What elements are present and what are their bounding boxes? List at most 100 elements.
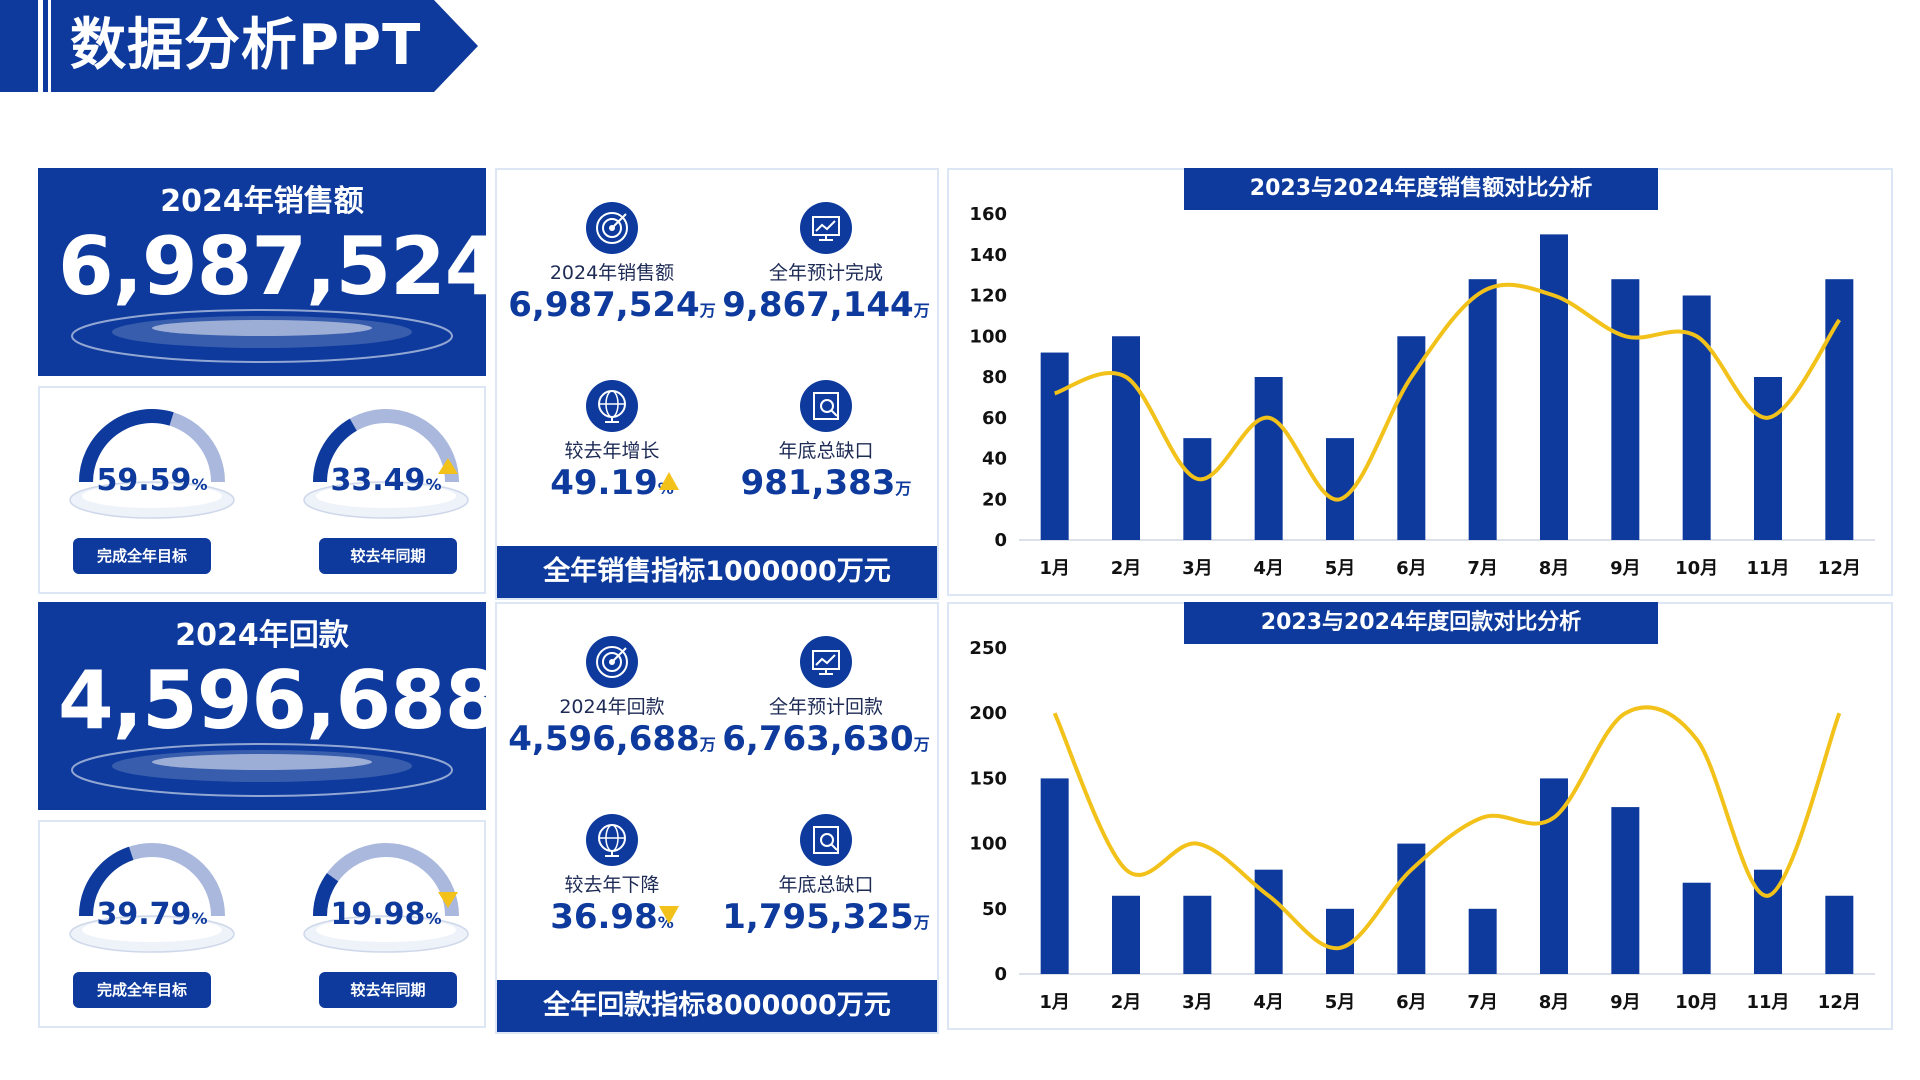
payment-kpi-value: 4,596,688万 xyxy=(58,654,486,747)
y-tick-label: 200 xyxy=(969,703,1007,724)
y-tick-label: 160 xyxy=(969,204,1007,225)
stat-value: 36.98% xyxy=(550,897,674,937)
gauge-percent: 59.59% xyxy=(97,463,208,498)
x-tick-label: 12月 xyxy=(1818,558,1861,579)
platform-glow-icon xyxy=(71,743,453,797)
globe-icon xyxy=(586,814,638,866)
x-tick-label: 3月 xyxy=(1182,992,1213,1013)
down-arrow-icon xyxy=(438,892,458,908)
x-tick-label: 4月 xyxy=(1253,558,1284,579)
payment-target-label: 完成全年目标 xyxy=(73,972,211,1008)
gauge-fill xyxy=(313,873,339,917)
bar-3月 xyxy=(1183,895,1212,974)
gauge-percent: 39.79% xyxy=(97,897,208,932)
payment-kpi-card: 2024年回款 4,596,688万 xyxy=(38,602,486,810)
bar-6月 xyxy=(1397,843,1426,974)
payment-chart: 0 50 100 150 200 250 1月 2月 3月 4月 5月 6月 7月 8月 9月 10月 11月 1… xyxy=(969,638,1875,1013)
down-arrow-icon xyxy=(659,906,679,924)
y-tick-label: 120 xyxy=(969,286,1007,307)
stat-value: 9,867,144万 xyxy=(722,285,930,325)
gauge-fill xyxy=(79,846,134,917)
globe-icon xyxy=(586,380,638,432)
stat-value: 4,596,688万 xyxy=(508,719,716,759)
x-tick-label: 5月 xyxy=(1325,558,1356,579)
gauge-payment-yoy: 19.98% xyxy=(296,836,476,986)
stat-label: 年底总缺口 xyxy=(778,440,874,462)
stat-value: 6,987,524万 xyxy=(508,285,716,325)
bar-12月 xyxy=(1825,895,1854,974)
gauge-fill xyxy=(79,409,174,483)
gauge-sales-yoy: 33.49% xyxy=(296,402,476,552)
gauge-base-top xyxy=(82,484,222,508)
bar-9月 xyxy=(1611,807,1640,974)
x-tick-label: 10月 xyxy=(1675,558,1718,579)
gauge-percent: 19.98% xyxy=(331,897,442,932)
up-arrow-icon xyxy=(438,458,458,474)
up-arrow-icon xyxy=(659,472,679,490)
bar-8月 xyxy=(1540,234,1568,540)
bar-12月 xyxy=(1825,279,1854,540)
gauge-payment-target: 39.79% xyxy=(62,836,242,986)
monitor-chart-icon xyxy=(800,202,852,254)
y-tick-label: 150 xyxy=(969,768,1007,789)
x-tick-label: 10月 xyxy=(1675,992,1718,1013)
y-tick-label: 100 xyxy=(969,326,1007,347)
x-tick-label: 6月 xyxy=(1396,558,1427,579)
stat-sales-gap: 年底总缺口 981,383万 xyxy=(721,380,931,503)
stat-label: 2024年回款 xyxy=(559,696,665,718)
stat-payment-decline: 较去年下降 36.98% xyxy=(507,814,717,937)
bar-2月 xyxy=(1112,895,1140,974)
stat-label: 年底总缺口 xyxy=(778,874,874,896)
y-tick-label: 60 xyxy=(982,408,1007,429)
x-tick-label: 8月 xyxy=(1539,992,1570,1013)
x-tick-label: 9月 xyxy=(1610,992,1641,1013)
sales-kpi-card: 2024年销售额 6,987,524万 xyxy=(38,168,486,376)
stat-label: 全年预计回款 xyxy=(768,696,883,718)
series-line xyxy=(1052,705,1842,950)
y-tick-label: 0 xyxy=(994,530,1007,551)
target-icon xyxy=(586,636,638,688)
sales-kpi-title: 2024年销售额 xyxy=(160,184,364,219)
x-tick-label: 8月 xyxy=(1539,558,1570,579)
sales-chart: 0 20 40 60 80 100 120 140 160 1月 2月 3月 4月 5月 6月 7月 8月 9月 1… xyxy=(969,204,1875,579)
bar-5月 xyxy=(1326,908,1354,974)
bar-6月 xyxy=(1397,336,1426,540)
stat-sales-growth: 较去年增长 49.19% xyxy=(507,380,717,503)
stat-payment-forecast: 全年预计回款 6,763,630万 xyxy=(721,636,931,759)
y-tick-label: 20 xyxy=(982,489,1007,510)
payment-kpi-title: 2024年回款 xyxy=(175,618,349,653)
stat-payment-gap: 年底总缺口 1,795,325万 xyxy=(721,814,931,937)
x-tick-label: 7月 xyxy=(1467,558,1498,579)
stat-label: 2024年销售额 xyxy=(549,262,675,284)
sales-yoy-label: 较去年同期 xyxy=(319,538,457,574)
stat-payment-2024: 2024年回款 4,596,688万 xyxy=(507,636,717,759)
x-tick-label: 2月 xyxy=(1111,558,1142,579)
x-tick-label: 1月 xyxy=(1039,558,1070,579)
stat-value: 49.19% xyxy=(550,463,674,503)
bar-4月 xyxy=(1254,377,1283,540)
target-icon xyxy=(586,202,638,254)
sales-stats-panel: 2024年销售额 6,987,524万 全年预计完成 9,867,144万 较去… xyxy=(495,168,939,600)
x-tick-label: 6月 xyxy=(1396,992,1427,1013)
sales-target-label: 完成全年目标 xyxy=(73,538,211,574)
x-tick-label: 12月 xyxy=(1818,992,1861,1013)
x-tick-label: 5月 xyxy=(1325,992,1356,1013)
magnifier-report-icon xyxy=(800,814,852,866)
stat-value: 981,383万 xyxy=(740,463,912,503)
payment-yoy-label: 较去年同期 xyxy=(319,972,457,1008)
payment-gauge-panel: 39.79% 完成全年目标 19.98% 较去年同期 xyxy=(38,820,486,1028)
sales-kpi-value: 6,987,524万 xyxy=(58,220,486,313)
x-tick-label: 1月 xyxy=(1039,992,1070,1013)
payment-annual-target: 全年回款指标8000000万元 xyxy=(497,980,937,1032)
series-line xyxy=(1054,282,1841,502)
y-tick-label: 100 xyxy=(969,834,1007,855)
y-tick-label: 140 xyxy=(969,245,1007,266)
y-tick-label: 50 xyxy=(982,899,1007,920)
bar-7月 xyxy=(1468,279,1497,540)
stat-value: 1,795,325万 xyxy=(722,897,930,937)
stat-sales-2024: 2024年销售额 6,987,524万 xyxy=(507,202,717,325)
platform-glow-icon xyxy=(71,309,453,363)
stat-value: 6,763,630万 xyxy=(722,719,930,759)
y-tick-label: 40 xyxy=(982,449,1007,470)
x-tick-label: 2月 xyxy=(1111,992,1142,1013)
